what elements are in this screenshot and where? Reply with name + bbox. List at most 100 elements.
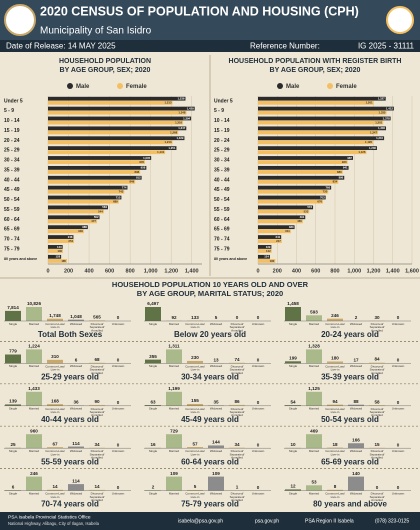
- value-label: 593: [310, 310, 318, 315]
- category-label: Unknown: [112, 491, 125, 495]
- category-label: Widowed: [210, 491, 223, 495]
- category-label: Married: [29, 449, 40, 453]
- value-label: 67: [52, 441, 58, 446]
- value-label: 1,199: [168, 386, 180, 391]
- category-label: Divorced/Separated/Annulled: [90, 449, 105, 459]
- value-label: 349: [78, 229, 83, 233]
- bar: [47, 447, 63, 449]
- value-label: 912: [136, 176, 141, 180]
- bar: [48, 254, 62, 259]
- value-label: 247: [276, 239, 281, 243]
- bar: [89, 362, 105, 364]
- y-tick-label: 75 - 79: [214, 247, 230, 253]
- category-label: Unknown: [392, 449, 405, 453]
- value-label: 1,236: [369, 146, 376, 150]
- value-label: 779: [9, 349, 17, 354]
- value-label: 140: [352, 471, 360, 476]
- category-label: Common-Law/Live-in: [45, 364, 65, 371]
- y-tick-label: 45 - 49: [4, 187, 20, 193]
- bar: [258, 249, 272, 253]
- value-label: 14: [94, 484, 100, 489]
- y-tick-label: 30 - 34: [214, 158, 230, 164]
- x-tick-label: 1,400: [185, 268, 199, 274]
- value-label: 114: [72, 478, 80, 483]
- bar: [48, 245, 63, 249]
- value-label: 380: [289, 225, 294, 229]
- panel-title: Below 20 years old: [174, 330, 246, 339]
- value-label: 16: [150, 442, 156, 447]
- value-label: 94: [332, 399, 338, 404]
- value-label: 68: [94, 357, 100, 362]
- value-label: 0: [397, 315, 400, 320]
- bar: [208, 476, 224, 491]
- value-label: 74: [234, 357, 240, 362]
- value-label: 715: [116, 195, 121, 199]
- bar: [258, 189, 329, 194]
- category-label: Common-Law/Live-in: [45, 322, 65, 329]
- panel-title: 40-44 years old: [41, 415, 99, 424]
- value-label: 466: [297, 219, 302, 223]
- y-tick-label: 55 - 59: [214, 207, 230, 213]
- category-label: Married: [169, 491, 180, 495]
- release-date: Date of Release: 14 MAY 2025: [6, 42, 116, 51]
- category-label: Widowed: [70, 364, 83, 368]
- value-label: 109: [212, 471, 220, 476]
- value-label: 987: [347, 156, 352, 160]
- legend-label: Female: [126, 84, 147, 90]
- y-tick-label: 15 - 19: [214, 128, 230, 134]
- bar: [48, 100, 173, 105]
- bar: [47, 318, 63, 321]
- bar: [285, 361, 301, 364]
- value-label: 0: [376, 485, 379, 490]
- bar: [48, 215, 100, 220]
- value-label: 0: [397, 400, 400, 405]
- value-label: 254: [68, 239, 73, 243]
- value-label: 142: [266, 249, 271, 253]
- value-label: 0: [397, 358, 400, 363]
- bar: [89, 320, 105, 321]
- category-label: Divorced/Separated/Annulled: [230, 407, 245, 417]
- y-tick-label: 80 years and above: [4, 257, 37, 261]
- value-label: 1,213: [165, 140, 172, 144]
- value-label: 88: [353, 399, 359, 404]
- bar: [348, 404, 364, 406]
- footer-web: psa.gov.ph: [255, 518, 279, 524]
- bar: [48, 170, 141, 174]
- value-label: 180: [331, 356, 339, 361]
- bar: [258, 170, 343, 174]
- bar: [258, 160, 348, 164]
- y-tick-label: 15 - 19: [4, 128, 20, 134]
- value-label: 15: [374, 442, 380, 447]
- panel-title: 50-54 years old: [321, 415, 379, 424]
- category-label: Single: [149, 449, 158, 453]
- bar: [258, 140, 374, 145]
- legend-swatch: [277, 83, 283, 89]
- bar: [229, 362, 245, 364]
- bar: [258, 179, 339, 184]
- category-label: Common-Law/Live-in: [325, 322, 345, 329]
- value-label: 139: [266, 245, 271, 249]
- y-tick-label: 55 - 59: [4, 207, 20, 213]
- bar: [26, 391, 42, 406]
- bar: [26, 307, 42, 321]
- value-label: 18: [332, 442, 338, 447]
- bar: [187, 403, 203, 406]
- y-tick-label: 25 - 29: [4, 148, 20, 154]
- value-label: 0: [257, 485, 260, 490]
- value-label: 849: [129, 180, 134, 184]
- x-tick-label: 200: [64, 268, 73, 274]
- value-label: 491: [300, 215, 305, 219]
- bar: [306, 391, 322, 406]
- bar: [306, 315, 322, 321]
- bar: [48, 199, 119, 204]
- bar: [48, 136, 185, 141]
- legend-label: Female: [336, 84, 357, 90]
- bar: [48, 126, 187, 131]
- value-label: 355: [149, 354, 157, 359]
- category-label: Married: [169, 449, 180, 453]
- category-label: Common-Law/Live-in: [45, 449, 65, 456]
- value-label: 199: [289, 356, 297, 361]
- value-label: 898: [135, 170, 140, 174]
- category-label: Married: [29, 364, 40, 368]
